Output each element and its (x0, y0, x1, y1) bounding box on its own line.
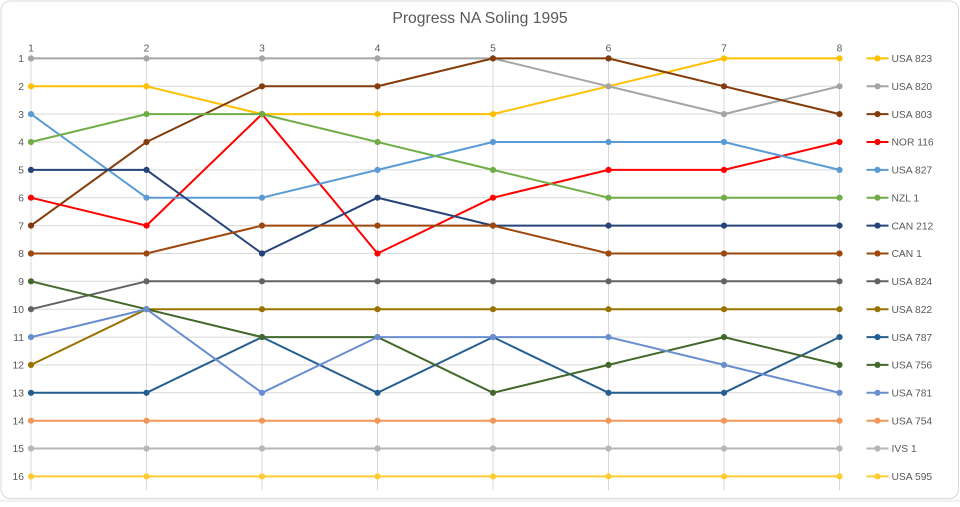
svg-text:14: 14 (13, 416, 25, 427)
svg-text:8: 8 (18, 249, 24, 260)
svg-text:CAN 1: CAN 1 (892, 249, 923, 260)
svg-text:12: 12 (13, 361, 25, 372)
svg-text:USA 781: USA 781 (892, 389, 933, 400)
svg-text:5: 5 (490, 43, 496, 54)
svg-text:USA 820: USA 820 (892, 82, 933, 93)
svg-text:9: 9 (18, 277, 24, 288)
svg-text:USA 756: USA 756 (892, 361, 933, 372)
svg-text:USA 595: USA 595 (892, 472, 933, 483)
svg-text:3: 3 (18, 110, 24, 121)
svg-text:3: 3 (259, 43, 265, 54)
svg-text:10: 10 (13, 305, 25, 316)
svg-text:IVS 1: IVS 1 (892, 444, 917, 455)
svg-text:4: 4 (18, 138, 24, 149)
svg-text:8: 8 (837, 43, 843, 54)
svg-text:7: 7 (18, 221, 24, 232)
svg-text:USA 754: USA 754 (892, 416, 933, 427)
svg-text:NZL 1: NZL 1 (892, 193, 920, 204)
svg-text:USA 827: USA 827 (892, 166, 933, 177)
svg-text:13: 13 (13, 389, 25, 400)
svg-text:USA 787: USA 787 (892, 333, 933, 344)
svg-text:6: 6 (18, 193, 24, 204)
svg-text:1: 1 (28, 43, 34, 54)
svg-text:2: 2 (144, 43, 150, 54)
svg-text:Progress NA Soling 1995: Progress NA Soling 1995 (392, 10, 568, 27)
svg-text:2: 2 (18, 82, 24, 93)
svg-text:USA 824: USA 824 (892, 277, 933, 288)
svg-text:7: 7 (721, 43, 727, 54)
svg-text:CAN 212: CAN 212 (892, 221, 934, 232)
svg-text:16: 16 (13, 472, 25, 483)
svg-text:4: 4 (375, 43, 381, 54)
svg-text:USA 803: USA 803 (892, 110, 933, 121)
svg-text:5: 5 (18, 166, 24, 177)
svg-text:1: 1 (18, 54, 24, 65)
svg-text:USA 823: USA 823 (892, 54, 933, 65)
svg-text:15: 15 (13, 444, 25, 455)
svg-text:6: 6 (606, 43, 612, 54)
svg-text:USA 822: USA 822 (892, 305, 933, 316)
svg-text:NOR 116: NOR 116 (892, 138, 934, 149)
svg-text:11: 11 (13, 333, 24, 344)
